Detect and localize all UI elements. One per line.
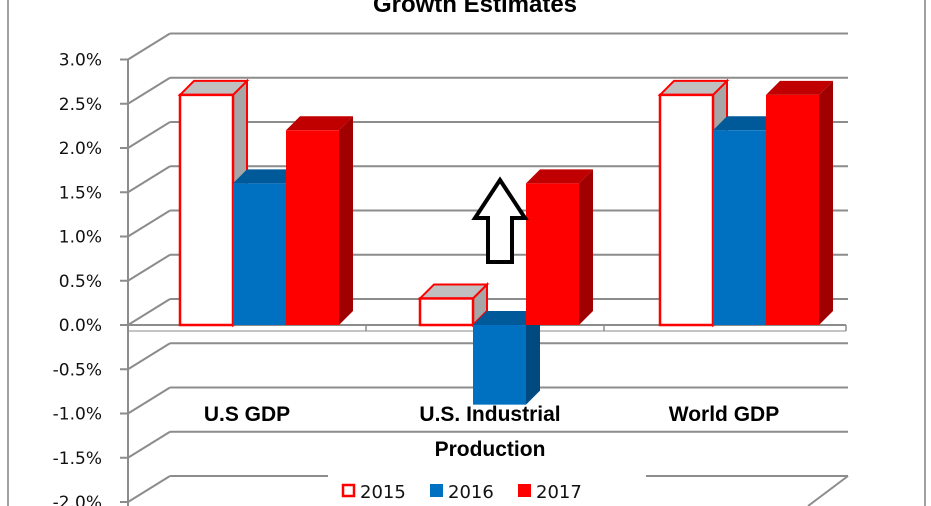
gridline-side [127, 386, 171, 415]
legend-swatch [341, 483, 356, 498]
gridline-side [127, 253, 171, 282]
bars [177, 78, 833, 405]
legend-swatch [518, 484, 531, 497]
bar-front-face [418, 297, 475, 327]
y-tick-label: -1.0% [53, 405, 102, 425]
gridline-side [127, 342, 171, 371]
y-tick-label: 0.5% [59, 272, 102, 292]
legend-label: 2017 [536, 482, 582, 503]
legend-item-2016: 2016 [430, 482, 494, 503]
bar-front-face [286, 130, 339, 325]
y-tick-label: 2.0% [59, 139, 102, 159]
bar-top-face [473, 311, 540, 325]
up-arrow-annotation [471, 176, 529, 264]
floor-edge-diagonal [807, 475, 849, 506]
legend-label: 2016 [448, 482, 494, 503]
y-tick-label: 1.5% [59, 183, 102, 203]
bar-side-face [819, 80, 833, 326]
bar-front-face [658, 93, 715, 327]
gridline-side [127, 209, 171, 238]
gridline-side [127, 298, 171, 326]
legend-swatch [430, 484, 443, 497]
y-tick-label: 3.0% [59, 51, 102, 71]
bar-side-face [526, 311, 540, 405]
gridline-side [127, 165, 171, 194]
bar-top-face [233, 169, 300, 184]
bar-front-face [713, 130, 766, 325]
bar-2017-world-gdp [766, 80, 833, 326]
bar-top-face [286, 116, 353, 131]
y-tick-label: -0.5% [53, 360, 102, 380]
gridline-side [127, 475, 171, 503]
legend: 2015 2016 2017 [328, 466, 646, 506]
bar-front-face [526, 183, 579, 325]
y-tick-label: 1.0% [59, 228, 102, 248]
chart-frame [7, 0, 926, 506]
category-label: World GDP [669, 403, 779, 426]
category-label: U.S. Industrial [419, 403, 560, 426]
bar-2015-u-s-industrial-production [417, 282, 490, 328]
gridline-side [127, 430, 171, 459]
category-label: U.S GDP [204, 403, 290, 426]
bar-side-face [339, 116, 353, 325]
bar-front-face [233, 183, 286, 325]
bar-2016-u-s-industrial-production [473, 311, 540, 405]
category-label: Production [435, 438, 546, 461]
chart-title: Growth Estimates [373, 0, 577, 18]
bar-front-face [766, 94, 819, 326]
category-labels: U.S GDP U.S. Industrial Production World GD… [204, 403, 779, 461]
legend-label: 2015 [360, 482, 406, 503]
gridline-side [127, 121, 171, 149]
y-axis-ticks: 3.0% 2.5% 2.0% 1.5% 1.0% 0.5% 0.0% -0.5% -1.0% -1… [53, 51, 129, 506]
legend-background [328, 466, 646, 506]
y-tick-label: -1.5% [53, 449, 102, 469]
gridline-side [127, 32, 171, 61]
bar-2017-u-s-gdp [286, 116, 353, 325]
legend-item-2017: 2017 [518, 482, 582, 503]
up-arrow-icon [471, 176, 529, 264]
y-tick-label: 0.0% [59, 316, 102, 336]
legend-item-2015: 2015 [341, 482, 406, 503]
bar-2017-u-s-industrial-production [526, 169, 593, 325]
bar-side-face [579, 169, 593, 325]
bar-top-face [766, 80, 833, 95]
bar-front-face [178, 93, 235, 327]
bar-top-face [713, 116, 780, 131]
bar-top-face [526, 169, 593, 184]
y-tick-label: 2.5% [59, 95, 102, 115]
gridline-side [127, 76, 171, 105]
y-tick-label: -2.0% [53, 493, 102, 506]
bar-front-face [473, 325, 526, 405]
